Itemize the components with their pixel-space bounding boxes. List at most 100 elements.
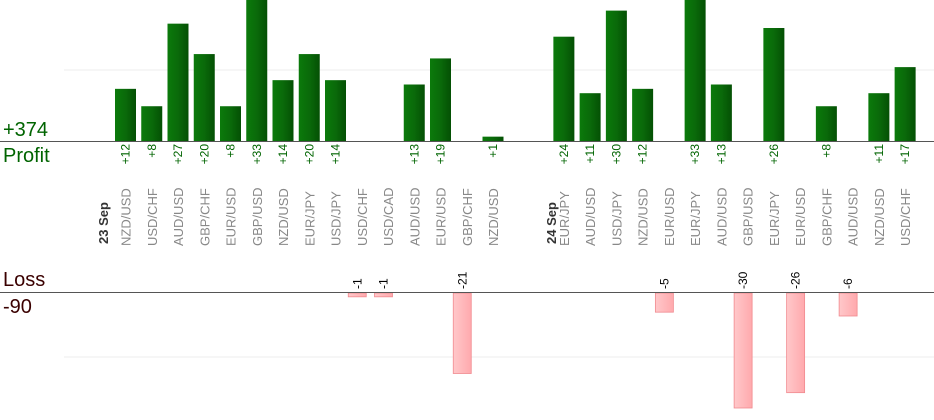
pair-label: AUD/USD xyxy=(583,187,598,246)
pair-label: GBP/USD xyxy=(250,187,265,246)
profit-value-label: +12 xyxy=(636,144,650,165)
pair-label: EUR/JPY xyxy=(557,191,572,246)
profit-value-label: +26 xyxy=(767,144,781,165)
profit-bar xyxy=(325,80,346,141)
loss-bar xyxy=(654,292,674,313)
profit-value-label: +30 xyxy=(609,144,623,165)
profit-bar xyxy=(868,93,890,141)
profit-value-label: +11 xyxy=(583,144,597,164)
profit-value-label: +11 xyxy=(872,144,886,164)
profit-value-label: +20 xyxy=(302,144,316,165)
pair-labels: NZD/USD USD/CHF AUD/USD GBP/CHF EUR/USD GBP/U… xyxy=(119,187,914,246)
profit-bar xyxy=(246,0,268,141)
loss-label: Loss xyxy=(3,269,46,291)
pair-label: USD/CHF xyxy=(355,188,370,246)
pair-label: NZD/USD xyxy=(276,188,291,246)
pair-label: EUR/USD xyxy=(434,187,449,246)
profit-total: +374 xyxy=(3,119,49,141)
loss-value-label: -26 xyxy=(789,271,803,289)
loss-bar xyxy=(452,292,472,374)
profit-bar xyxy=(553,36,575,141)
profit-value-label: +14 xyxy=(329,144,343,165)
pair-label: EUR/JPY xyxy=(302,191,317,246)
pair-label: USD/JPY xyxy=(609,191,624,246)
profit-value-label: +17 xyxy=(898,144,912,165)
loss-bar xyxy=(838,292,858,317)
pair-label: AUD/USD xyxy=(846,187,861,246)
loss-value-label: -30 xyxy=(736,271,750,289)
profit-value-label: +13 xyxy=(714,144,728,165)
profit-bar xyxy=(141,106,163,141)
profit-bar xyxy=(403,84,425,141)
loss-bar xyxy=(733,292,753,409)
loss-bar xyxy=(786,292,806,394)
loss-value-labels: -1 -1 -21 -5 -30 -26 -6 xyxy=(350,271,855,289)
pair-label: NZD/USD xyxy=(636,188,651,246)
profit-bars xyxy=(115,0,916,142)
profit-bar xyxy=(684,0,706,141)
profit-bar xyxy=(220,106,241,141)
profit-bar xyxy=(605,10,627,141)
profit-bar xyxy=(710,84,732,141)
profit-bar xyxy=(115,88,136,141)
profit-label: Profit xyxy=(3,145,50,167)
profit-value-label: +19 xyxy=(434,144,448,165)
loss-value-label: -1 xyxy=(377,278,391,289)
profit-bar xyxy=(815,106,837,141)
pair-label: GBP/USD xyxy=(741,187,756,246)
profit-value-labels: +12 +8 +27 +20 +8 +33 +14 +20 +14 +13 +19 +1 +24 +11 +… xyxy=(119,144,913,165)
profit-value-label: +24 xyxy=(557,144,571,165)
profit-bar xyxy=(430,58,451,141)
profit-value-label: +8 xyxy=(145,144,159,158)
pair-label: GBP/CHF xyxy=(197,188,212,246)
pair-label: USD/CHF xyxy=(145,188,160,246)
date-labels: 23 Sep 24 Sep xyxy=(96,202,559,244)
profit-value-label: +12 xyxy=(119,144,133,165)
profit-value-label: +20 xyxy=(197,144,211,165)
pair-label: EUR/USD xyxy=(662,187,677,246)
profit-value-label: +27 xyxy=(171,144,185,165)
axes xyxy=(0,141,934,293)
profit-value-label: +14 xyxy=(276,144,290,165)
pair-label: NZD/USD xyxy=(872,188,887,246)
profit-bar xyxy=(193,54,215,142)
pair-label: USD/JPY xyxy=(329,191,344,246)
pair-label: USD/CAD xyxy=(381,187,396,246)
pair-label: AUD/USD xyxy=(714,187,729,246)
profit-value-label: +8 xyxy=(819,144,833,158)
profit-bar xyxy=(298,54,320,142)
profit-bar xyxy=(579,93,601,141)
pair-label: GBP/CHF xyxy=(460,188,475,246)
pair-label: AUD/USD xyxy=(171,187,186,246)
pair-label: NZD/USD xyxy=(119,188,134,246)
pair-label: AUD/USD xyxy=(407,187,422,246)
loss-value-label: -21 xyxy=(455,271,469,289)
profit-value-label: +8 xyxy=(224,144,238,158)
pair-label: EUR/JPY xyxy=(688,191,703,246)
pair-label: NZD/USD xyxy=(486,188,501,246)
pair-label: EUR/JPY xyxy=(767,191,782,246)
loss-bars xyxy=(347,292,858,409)
profit-value-label: +33 xyxy=(250,144,264,165)
pair-label: USD/CHF xyxy=(898,188,913,246)
profit-value-label: +13 xyxy=(407,144,421,165)
loss-value-label: -5 xyxy=(657,278,671,289)
profit-value-label: +1 xyxy=(486,144,500,158)
loss-bar xyxy=(374,292,393,298)
pair-label: EUR/USD xyxy=(793,187,808,246)
profit-bar xyxy=(632,88,654,141)
loss-value-label: -1 xyxy=(350,278,364,289)
loss-bar xyxy=(347,292,367,298)
loss-total: -90 xyxy=(3,296,32,318)
profit-bar xyxy=(763,28,785,141)
date-label: 23 Sep xyxy=(96,202,111,244)
profit-bar xyxy=(272,80,294,141)
loss-value-label: -6 xyxy=(841,278,855,289)
date-label: 24 Sep xyxy=(544,202,559,244)
pair-label: EUR/USD xyxy=(224,187,239,246)
profit-bar xyxy=(482,136,504,141)
profit-bar xyxy=(894,67,916,141)
profit-bar xyxy=(167,23,189,141)
profit-value-label: +33 xyxy=(688,144,702,165)
